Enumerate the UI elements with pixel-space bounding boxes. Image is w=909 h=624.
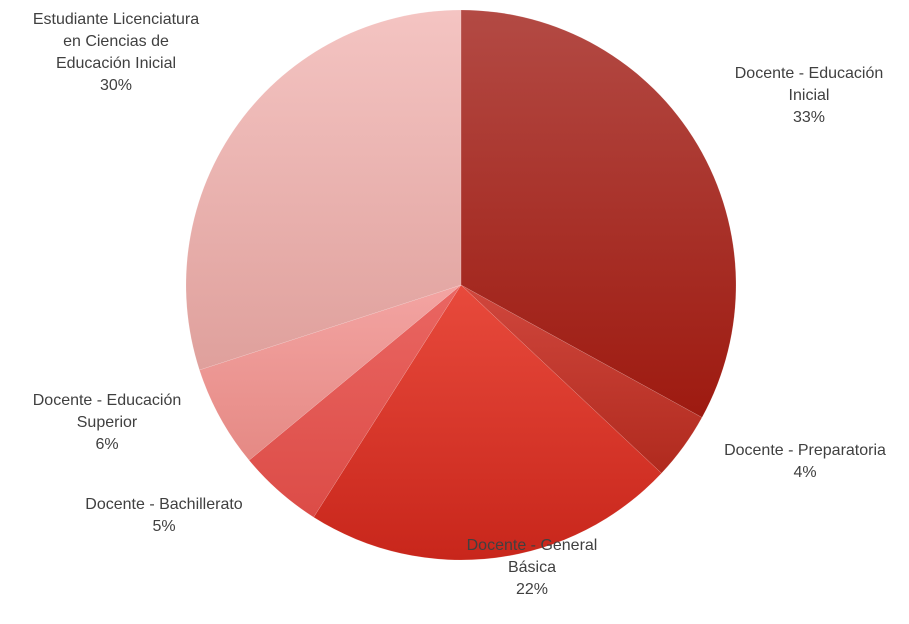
pie-slice (199, 284, 462, 461)
pie-slice (460, 9, 737, 418)
data-label-category: Educación Inicial (56, 55, 176, 72)
pie-slice (460, 284, 703, 474)
data-label-category: Docente - Educación (33, 392, 182, 409)
data-label-value: 6% (95, 436, 118, 453)
data-label-category: Básica (508, 559, 556, 576)
data-label: Docente - Educación Superior 6% (33, 392, 182, 453)
data-label: Docente - Bachillerato 5% (85, 496, 243, 535)
data-label-value: 30% (100, 77, 132, 94)
data-label-value: 4% (793, 464, 816, 481)
data-label-category: Superior (77, 414, 138, 431)
data-label-value: 5% (152, 518, 175, 535)
data-label-category: Estudiante Licenciatura (33, 11, 199, 28)
data-label-value: 33% (793, 109, 825, 126)
data-label: Estudiante Licenciatura en Ciencias de Edu… (33, 11, 199, 94)
data-label: Docente - Preparatoria 4% (724, 442, 886, 481)
data-label-value: 22% (516, 581, 548, 598)
data-label-category: Inicial (789, 87, 830, 104)
data-label: Docente - General Básica 22% (467, 537, 598, 598)
data-label-category: Docente - General (467, 537, 598, 554)
data-label-category: en Ciencias de (63, 33, 169, 50)
data-label: Docente - Educación Inicial 33% (735, 65, 884, 126)
pie-slice (248, 284, 462, 518)
data-label-category: Docente - Bachillerato (85, 496, 243, 513)
pie-slice (313, 284, 662, 561)
data-label-category: Docente - Educación (735, 65, 884, 82)
data-label-category: Docente - Preparatoria (724, 442, 886, 459)
pie-slice (185, 9, 462, 371)
pie-slices (185, 9, 737, 561)
pie-labels: Docente - Educación Inicial 33% Docente - P… (33, 11, 886, 598)
